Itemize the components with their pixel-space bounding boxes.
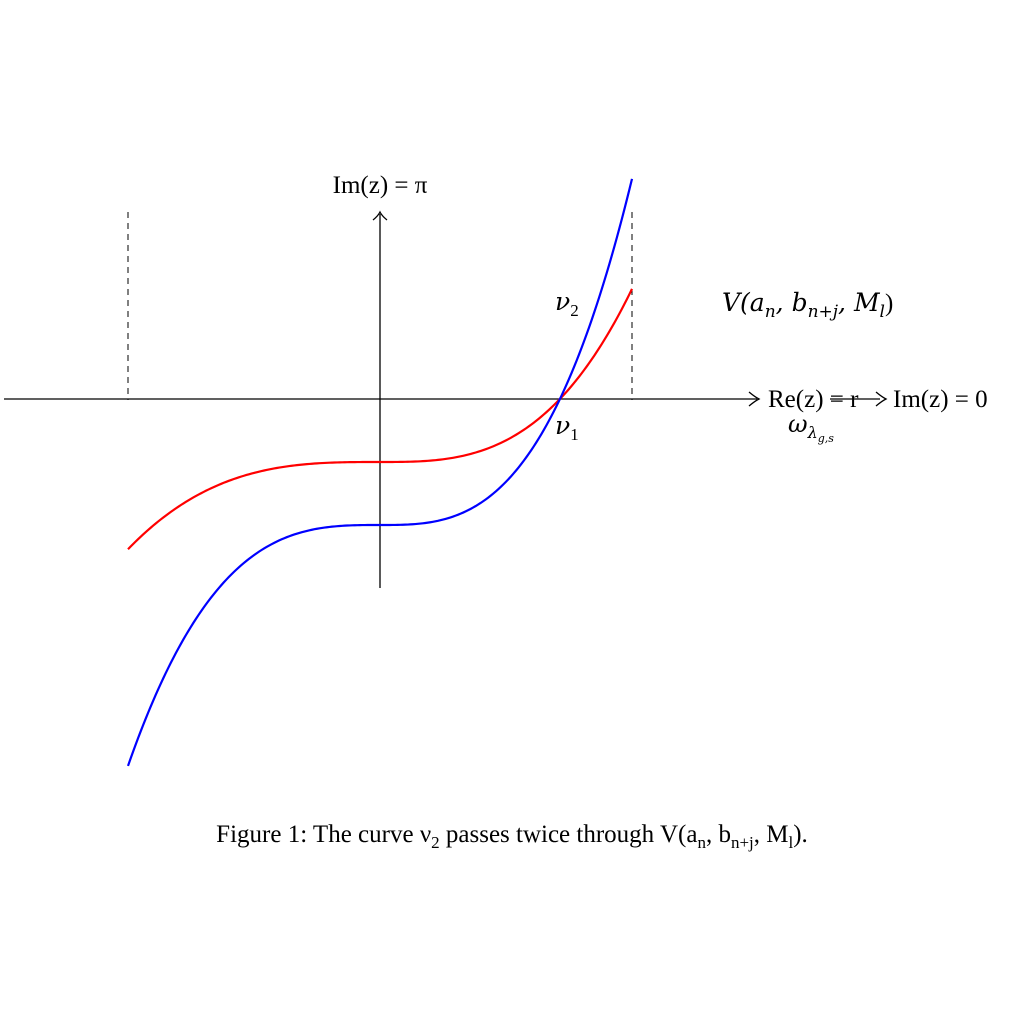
right-axis-label-1: Re(z) = r — [768, 386, 859, 413]
v-label: V(an, bn+j, Ml) — [722, 288, 893, 322]
horizontal-axis-arrow — [748, 391, 761, 407]
omega-label: ωλg,s — [788, 410, 834, 445]
right-axis-label-2: Im(z) = 0 — [893, 386, 988, 413]
figure-caption: Figure 1: The curve ν2 passes twice thro… — [216, 821, 808, 852]
horizontal-axis-arrow-2 — [875, 391, 888, 407]
nu1-label: ν1 — [555, 411, 579, 444]
blue-curve — [126, 178, 634, 767]
vertical-axis-arrow — [372, 210, 388, 221]
top-axis-label: Im(z) = π — [333, 172, 428, 199]
red-curve — [127, 288, 633, 550]
nu2-label: ν2 — [555, 287, 579, 320]
